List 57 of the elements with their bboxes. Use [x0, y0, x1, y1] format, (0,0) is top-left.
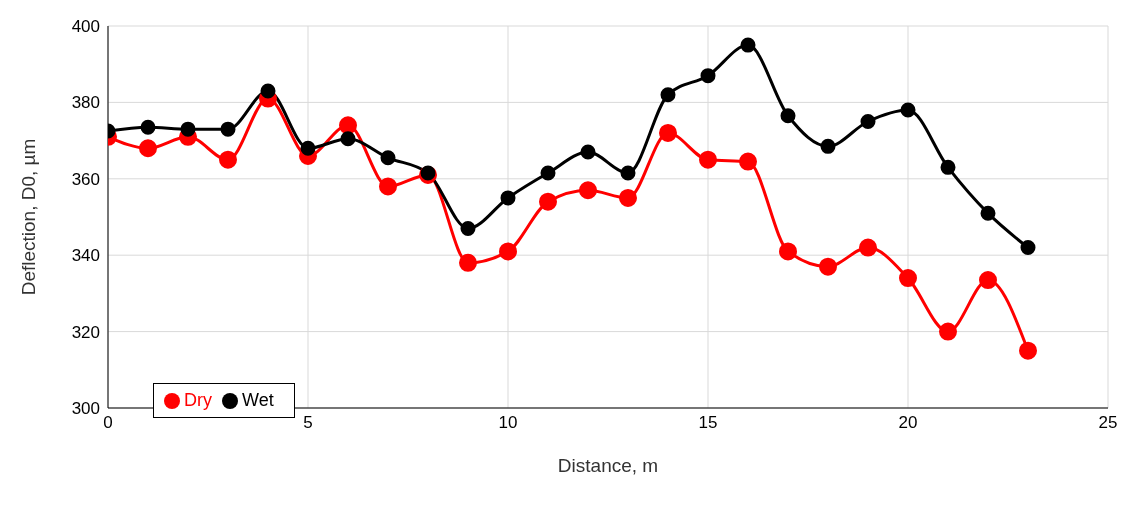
point [1020, 240, 1036, 256]
y-tick-label: 300 [71, 399, 100, 419]
point [220, 121, 236, 137]
point [459, 253, 477, 272]
point [219, 150, 237, 169]
point [780, 108, 796, 124]
point [860, 114, 876, 129]
x-tick-label: 15 [698, 413, 718, 433]
x-tick-label: 0 [103, 413, 113, 433]
x-axis-title: Distance, m [557, 455, 659, 476]
point [699, 150, 717, 169]
point [139, 139, 157, 158]
point [540, 165, 556, 181]
point [260, 83, 276, 99]
point [940, 159, 956, 175]
legend-label: Wet [242, 390, 274, 410]
point [339, 116, 357, 135]
point [1019, 341, 1037, 360]
point [340, 131, 356, 147]
point [660, 87, 676, 103]
legend-label: Dry [184, 390, 212, 410]
point [779, 242, 797, 261]
y-axis-title: Deflection, D0, µm [17, 138, 39, 296]
point [140, 119, 156, 135]
point [899, 269, 917, 288]
point [820, 138, 836, 154]
point [379, 177, 397, 196]
point [700, 68, 716, 84]
y-tick-label: 320 [71, 322, 100, 342]
point [539, 192, 557, 211]
point [819, 257, 837, 276]
x-tick-label: 20 [898, 413, 918, 433]
point [900, 102, 916, 118]
point [180, 121, 196, 137]
point [300, 140, 316, 156]
point [619, 188, 637, 207]
point [659, 123, 677, 142]
point [380, 150, 396, 166]
point [979, 271, 997, 290]
point [859, 238, 877, 257]
point [580, 144, 596, 160]
x-tick-label: 5 [303, 413, 313, 433]
point [939, 322, 957, 341]
point [980, 205, 996, 221]
point [500, 190, 516, 206]
point [740, 37, 756, 53]
x-tick-label: 25 [1098, 413, 1118, 433]
point [579, 181, 597, 200]
x-tick-label: 10 [498, 413, 518, 433]
point [499, 242, 517, 261]
y-tick-label: 360 [71, 169, 100, 189]
y-tick-label: 340 [71, 246, 100, 266]
point [460, 220, 476, 236]
point [620, 165, 636, 181]
point [739, 152, 757, 171]
y-tick-label: 400 [71, 17, 100, 37]
y-tick-label: 380 [71, 93, 100, 113]
